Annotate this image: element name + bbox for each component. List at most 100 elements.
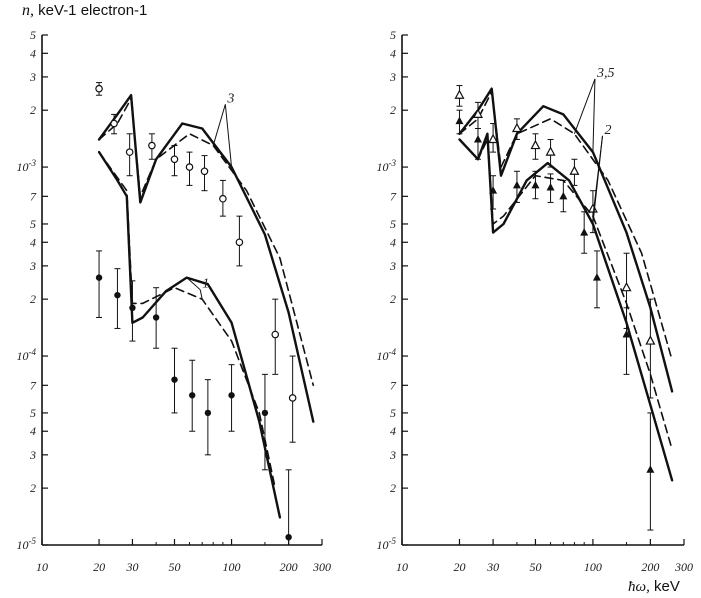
data-point-filled-triangle xyxy=(592,273,601,281)
y-tick-label: 10-4 xyxy=(377,347,397,363)
data-point-open-circle xyxy=(148,141,156,150)
chart-panel-1: 10 20 30 50 100 200 300 10-5 2 3 4 5 7 10-4 2 3 4 5 7 10-3 2… xyxy=(17,28,332,574)
data-point-open-triangle xyxy=(530,139,541,150)
y-tick-label: 2 xyxy=(390,292,396,306)
x-tick-label: 50 xyxy=(168,560,180,574)
data-point-open-circle xyxy=(110,119,118,128)
data-point-open-circle xyxy=(125,148,134,156)
y-tick-label: 5 xyxy=(390,28,396,42)
x-tick-label: 300 xyxy=(312,560,331,574)
data-point-filled-triangle xyxy=(489,186,498,194)
y-tick-label: 3 xyxy=(389,259,396,273)
y-tick-label: 3 xyxy=(389,70,396,84)
data-point-open-triangle xyxy=(569,165,580,175)
x-tick-label: 100 xyxy=(584,560,602,574)
data-point-open-circle xyxy=(219,194,227,203)
y-tick-label: 4 xyxy=(30,424,36,438)
y-tick-label: 2 xyxy=(390,103,396,117)
y-tick-label: 3 xyxy=(29,448,36,462)
series-line-solid-3,5 xyxy=(458,87,674,393)
curve-label-leader xyxy=(212,104,226,146)
y-tick-label: 7 xyxy=(390,378,397,392)
series-line-dashed-3 xyxy=(98,97,315,387)
y-tick-label: 3 xyxy=(29,259,36,273)
curve-label: 3 xyxy=(226,91,234,106)
data-point-open-triangle xyxy=(587,203,598,213)
y-tick-label: 3 xyxy=(29,70,36,84)
series-line-dashed-3,5 xyxy=(458,91,673,361)
y-tick-label: 10-5 xyxy=(377,536,397,552)
chart-panel-2: 10 20 30 50 100 200 300 10-5 2 3 4 5 7 10-4 2 3 4 5 7 10-3 2… xyxy=(377,28,694,574)
y-tick-label: 2 xyxy=(390,481,396,495)
curve-label: 1 xyxy=(202,277,209,292)
curve-label: 3,5 xyxy=(596,66,615,81)
data-point-open-circle xyxy=(288,394,297,402)
data-point-filled-circle xyxy=(95,274,103,281)
series-line-solid-2 xyxy=(458,132,674,482)
data-point-filled-circle xyxy=(152,314,160,321)
data-point-filled-circle xyxy=(114,291,121,299)
data-point-filled-circle xyxy=(228,392,235,399)
y-tick-label: 4 xyxy=(390,46,396,60)
data-point-open-triangle xyxy=(621,281,632,292)
y-tick-label: 4 xyxy=(390,424,396,438)
data-point-filled-triangle xyxy=(455,116,464,125)
y-tick-label: 7 xyxy=(390,189,397,203)
curve-label-leader xyxy=(199,289,203,300)
data-point-open-circle xyxy=(170,155,179,164)
y-tick-label: 5 xyxy=(390,217,396,231)
data-point-open-circle xyxy=(200,167,209,176)
data-point-filled-triangle xyxy=(646,465,655,473)
data-point-filled-triangle xyxy=(531,180,540,189)
x-tick-label: 30 xyxy=(486,560,499,574)
data-point-filled-triangle xyxy=(512,180,521,189)
x-tick-label: 20 xyxy=(453,560,465,574)
y-tick-label: 4 xyxy=(30,235,36,249)
x-tick-label: 10 xyxy=(36,560,48,574)
curve-label-leader xyxy=(592,135,603,217)
y-tick-label: 5 xyxy=(390,406,396,420)
curve-label: 2 xyxy=(604,123,611,138)
data-point-filled-circle xyxy=(285,533,292,541)
y-tick-label: 7 xyxy=(30,189,37,203)
data-point-filled-circle xyxy=(171,376,178,383)
x-tick-label: 30 xyxy=(125,560,138,574)
y-tick-label: 10-5 xyxy=(17,536,37,552)
data-point-filled-circle xyxy=(261,409,269,417)
data-point-open-triangle xyxy=(511,122,522,133)
data-point-filled-triangle xyxy=(580,228,589,236)
data-point-filled-triangle xyxy=(559,191,568,200)
series-line-dashed-1 xyxy=(98,151,276,489)
data-point-open-triangle xyxy=(545,146,556,156)
y-tick-label: 5 xyxy=(30,406,36,420)
y-tick-label: 2 xyxy=(30,292,36,306)
y-tick-label: 10-3 xyxy=(17,158,37,174)
series-line-solid-1 xyxy=(97,150,282,519)
y-axis-units: keV-1 electron-1 xyxy=(38,2,148,19)
series-line-solid-3 xyxy=(97,94,315,423)
data-point-filled-circle xyxy=(204,409,212,417)
data-point-filled-triangle xyxy=(546,182,555,191)
curve-label-leader xyxy=(224,104,233,168)
y-tick-label: 4 xyxy=(30,46,36,60)
data-point-filled-triangle xyxy=(622,330,631,338)
data-point-filled-triangle xyxy=(473,134,482,143)
y-tick-label: 5 xyxy=(30,217,36,231)
x-tick-label: 100 xyxy=(223,560,241,574)
data-point-open-circle xyxy=(95,84,103,93)
x-axis-units: keV xyxy=(654,578,680,595)
x-tick-label: 50 xyxy=(529,560,541,574)
data-point-filled-circle xyxy=(129,304,136,312)
curve-label-leader xyxy=(573,78,596,134)
x-tick-label: 20 xyxy=(93,560,105,574)
y-tick-label: 10-4 xyxy=(17,347,37,363)
y-tick-label: 2 xyxy=(30,481,36,495)
y-tick-label: 2 xyxy=(30,103,36,117)
x-tick-label: 200 xyxy=(280,560,298,574)
data-point-open-triangle xyxy=(488,133,499,144)
data-point-filled-circle xyxy=(189,392,196,399)
x-axis-label: ħω, keV xyxy=(628,578,680,596)
x-tick-label: 200 xyxy=(641,560,659,574)
data-point-open-circle xyxy=(185,163,194,171)
